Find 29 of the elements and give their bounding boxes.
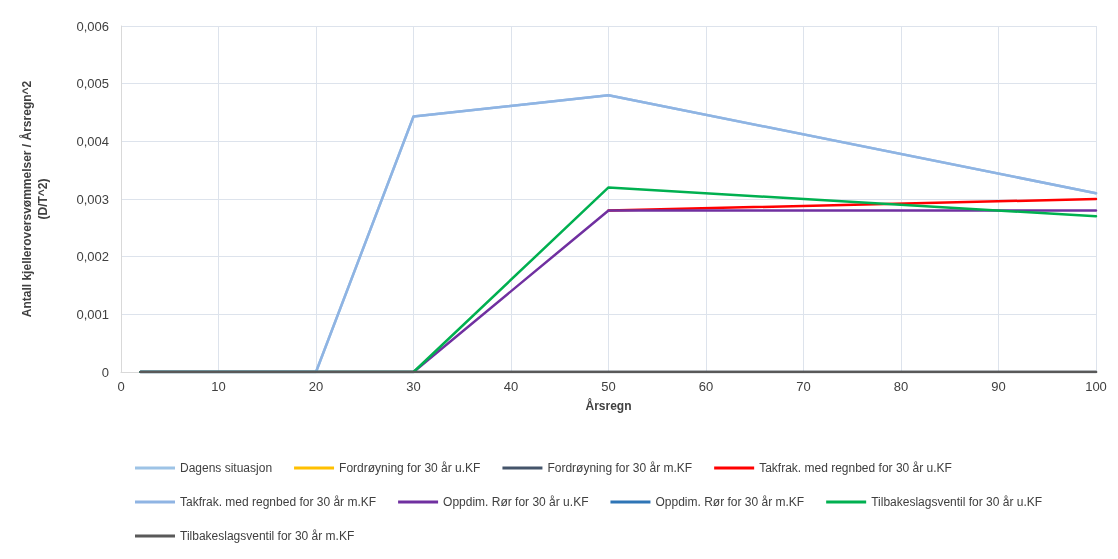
x-tick-label: 90	[991, 379, 1006, 394]
legend-label: Oppdim. Rør for 30 år u.KF	[443, 495, 589, 509]
legend-label: Tilbakeslagsventil for 30 år u.KF	[871, 495, 1043, 509]
y-tick-label: 0,002	[76, 249, 109, 265]
legend-label: Takfrak. med regnbed for 30 år u.KF	[759, 461, 952, 475]
x-tick-label: 30	[406, 379, 421, 394]
x-tick-label: 20	[308, 379, 324, 394]
y-tick-label: 0,004	[76, 133, 109, 149]
x-axis-title: Årsregn	[585, 398, 632, 413]
x-tick-label: 40	[503, 379, 519, 394]
x-tick-label: 100	[1085, 379, 1107, 394]
x-tick-label: 50	[601, 379, 616, 394]
y-tick-label: 0	[101, 364, 109, 380]
legend-label: Dagens situasjon	[180, 461, 273, 475]
y-tick-label: 0,006	[76, 18, 109, 34]
y-tick-label: 0,005	[76, 76, 109, 92]
x-tick-label: 0	[117, 379, 125, 394]
legend-label: Tilbakeslagsventil for 30 år m.KF	[180, 529, 355, 543]
y-tick-label: 0,001	[76, 306, 109, 322]
x-tick-label: 60	[698, 379, 714, 394]
y-axis-title: Antall kjelleroversvømmelser / Årsregn^2 (D/T^2)	[19, 80, 50, 318]
x-tick-label: 70	[796, 379, 811, 394]
legend-label: Oppdim. Rør for 30 år m.KF	[655, 495, 805, 509]
x-tick-label: 10	[211, 379, 226, 394]
x-tick-label: 80	[893, 379, 909, 394]
legend-label: Fordrøyning for 30 år m.KF	[547, 461, 693, 475]
legend-label: Takfrak. med regnbed for 30 år m.KF	[180, 495, 377, 509]
legend-label: Fordrøyning for 30 år u.KF	[339, 461, 481, 475]
y-tick-label: 0,003	[76, 191, 109, 207]
